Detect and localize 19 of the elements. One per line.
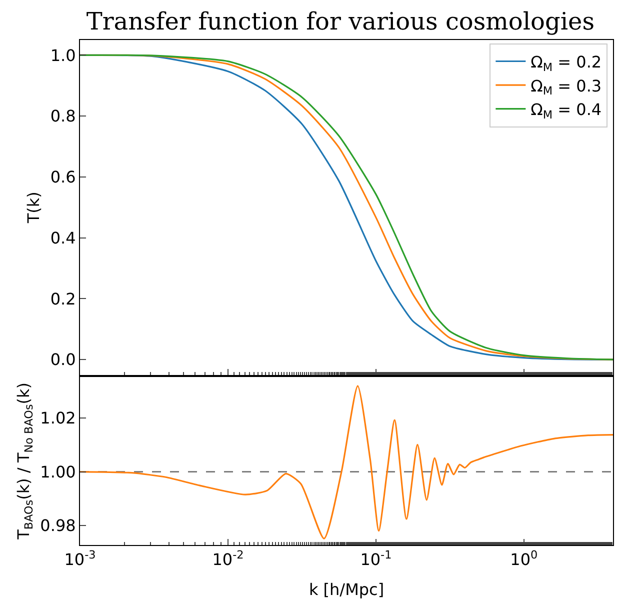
y-tick-label: 0.8 (50, 106, 76, 126)
y-tick-label: 1.0 (50, 46, 76, 65)
y-axis-title: T(k) (24, 192, 44, 224)
y-tick-label: 1.00 (40, 462, 76, 482)
x-tick-label: 10$^{0}$ (510, 548, 538, 570)
y-tick-label: 0.2 (50, 289, 76, 308)
x-tick-label: 10$^{-1}$ (360, 548, 392, 570)
y-tick-label: 0.0 (50, 350, 76, 370)
y-tick-label: 0.98 (40, 516, 76, 536)
x-tick-label: 10$^{-2}$ (212, 548, 244, 570)
x-axis-title: k [h/Mpc] (308, 580, 384, 599)
legend-label: Ω$_{M}$ = 0.4 (530, 100, 602, 122)
chart-title: Transfer function for various cosmologies (86, 7, 595, 36)
legend-label: Ω$_{M}$ = 0.2 (530, 52, 602, 74)
y-tick-label: 1.02 (40, 408, 76, 428)
y-tick-label: 0.4 (50, 228, 76, 248)
x-tick-label: 10$^{-3}$ (64, 548, 96, 570)
legend-label: Ω$_{M}$ = 0.3 (530, 76, 602, 98)
y-tick-label: 0.6 (50, 168, 76, 187)
